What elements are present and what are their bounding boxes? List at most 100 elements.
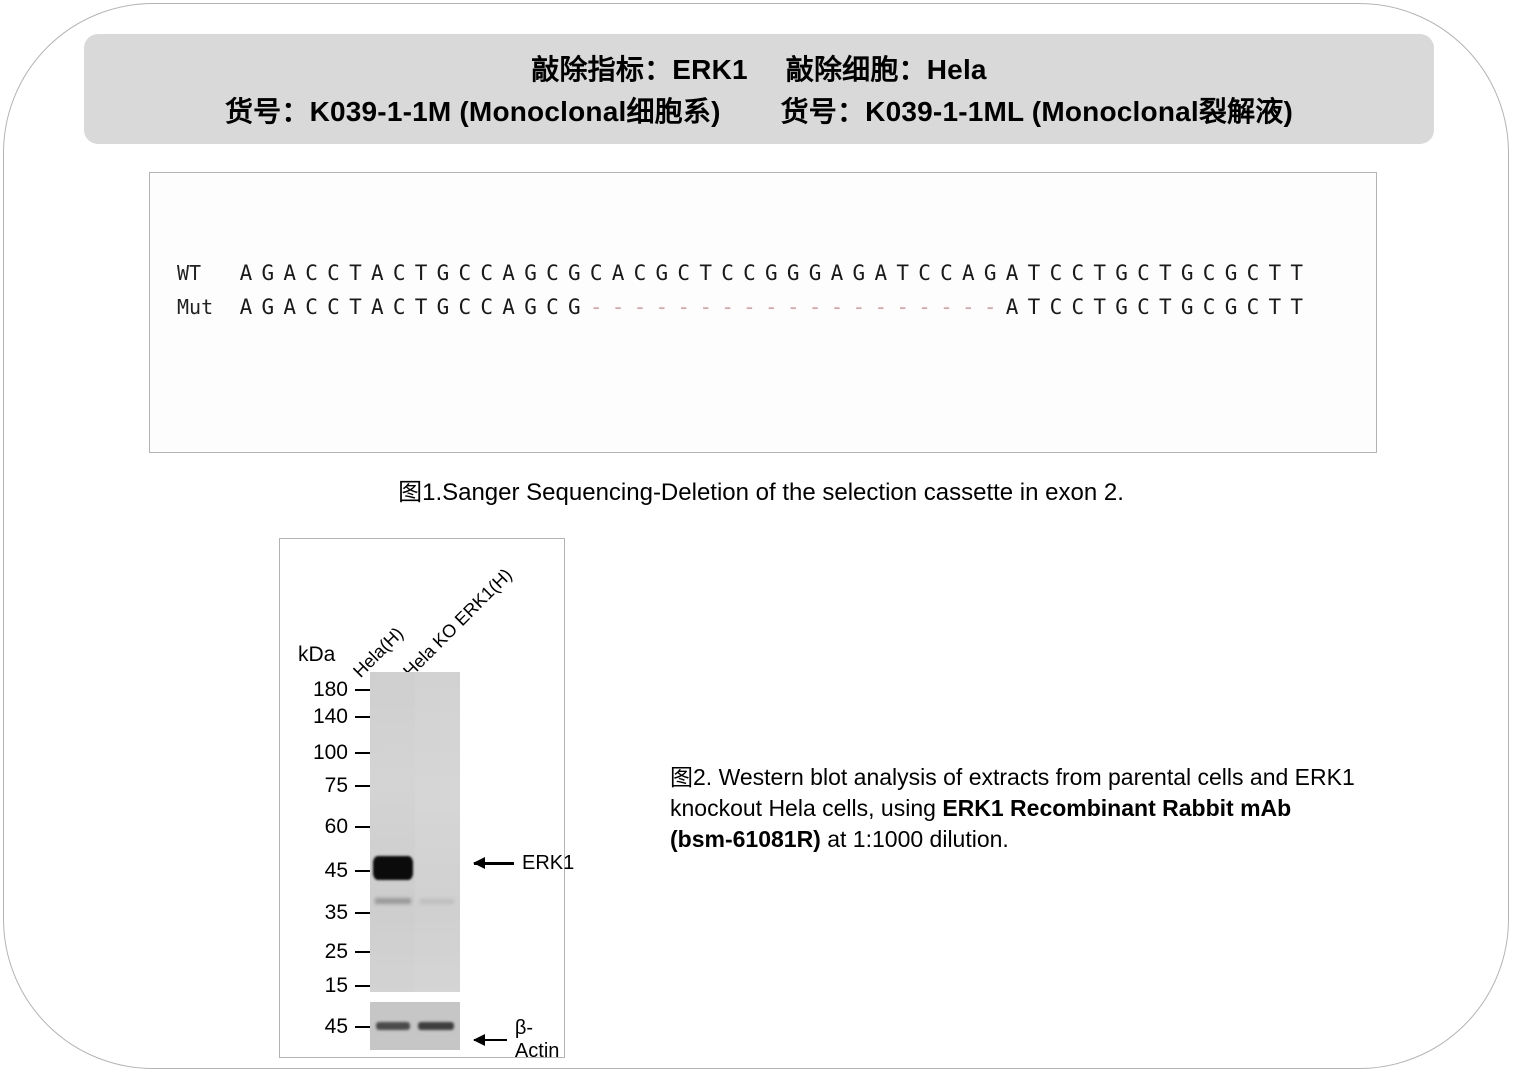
arrow-left-icon bbox=[473, 1032, 507, 1048]
western-blot-panel: Hela(H) Hela KO ERK1(H) kDa 180 140 100 … bbox=[279, 538, 574, 1062]
sequence-base: T bbox=[1268, 295, 1282, 319]
sequence-base: A bbox=[239, 261, 253, 285]
band-nonspecific-hela-ko bbox=[420, 899, 454, 904]
band-erk1-hela bbox=[373, 856, 413, 880]
sequence-base: C bbox=[458, 261, 472, 285]
ladder-mark-75: 75 bbox=[280, 774, 375, 797]
sequence-base: C bbox=[721, 261, 734, 285]
sequence-gap: - bbox=[896, 295, 909, 319]
sequence-base: T bbox=[349, 261, 362, 285]
ladder-dash-icon bbox=[355, 950, 375, 954]
sequence-base: G bbox=[524, 295, 537, 319]
figure-1-caption: 图1.Sanger Sequencing-Deletion of the sel… bbox=[398, 479, 1124, 506]
sequence-gap: - bbox=[983, 295, 997, 319]
sequence-gap: - bbox=[743, 295, 756, 319]
sequence-gap: - bbox=[721, 295, 734, 319]
ladder-mark-140: 140 bbox=[280, 705, 375, 728]
sequence-base: C bbox=[589, 261, 603, 285]
ladder-value: 35 bbox=[324, 901, 348, 924]
ladder-dash-icon bbox=[355, 715, 375, 719]
sequence-base: G bbox=[1115, 261, 1128, 285]
sequence-base: A bbox=[502, 295, 515, 319]
sequence-base: G bbox=[436, 261, 450, 285]
sequence-base: T bbox=[1268, 261, 1282, 285]
sequence-base: C bbox=[1071, 261, 1085, 285]
ladder-value: 45 bbox=[324, 1015, 348, 1038]
sequence-gap: - bbox=[830, 295, 844, 319]
sequence-base: G bbox=[1180, 261, 1194, 285]
sequence-base: G bbox=[261, 261, 275, 285]
knockout-cell-text: 敲除细胞：Hela bbox=[785, 54, 987, 85]
sequence-base: C bbox=[918, 261, 931, 285]
sequence-base: C bbox=[546, 295, 559, 319]
sequence-base: A bbox=[1005, 295, 1019, 319]
sequence-base: G bbox=[1115, 295, 1128, 319]
sequence-gap: - bbox=[874, 295, 888, 319]
sequence-base: G bbox=[567, 295, 581, 319]
sequence-base: C bbox=[327, 295, 340, 319]
gel-lane-hela-ko bbox=[415, 672, 460, 992]
sequence-base: C bbox=[1137, 295, 1150, 319]
sequence-base: G bbox=[655, 261, 669, 285]
ladder-mark-35: 35 bbox=[280, 901, 375, 924]
sequence-base: T bbox=[699, 261, 712, 285]
sequence-base: T bbox=[1159, 295, 1172, 319]
sequence-base: C bbox=[480, 261, 494, 285]
sequence-base: C bbox=[940, 261, 953, 285]
sequence-base: T bbox=[1290, 295, 1304, 319]
sequence-gap: - bbox=[962, 295, 975, 319]
sequence-base: G bbox=[1224, 261, 1238, 285]
ladder-dash-icon bbox=[355, 869, 375, 873]
sequence-base: C bbox=[1202, 261, 1216, 285]
sequence-base: C bbox=[1246, 261, 1260, 285]
sequence-base: C bbox=[677, 261, 691, 285]
sequence-base: T bbox=[1027, 261, 1041, 285]
sequence-base: C bbox=[327, 261, 340, 285]
band-annotation-label: ERK1 bbox=[522, 852, 575, 874]
sequence-gap: - bbox=[589, 295, 603, 319]
ladder-mark-25: 25 bbox=[280, 940, 375, 963]
sequence-gap: - bbox=[633, 295, 647, 319]
sequence-base: T bbox=[1027, 295, 1041, 319]
sequence-base: A bbox=[611, 261, 625, 285]
sequence-gap: - bbox=[852, 295, 866, 319]
sequence-base: G bbox=[261, 295, 275, 319]
kda-unit-label: kDa bbox=[298, 643, 336, 666]
sequence-base: G bbox=[1180, 295, 1194, 319]
figure-2-caption: 图2. Western blot analysis of extracts fr… bbox=[670, 762, 1360, 854]
ladder-dash-icon bbox=[355, 784, 375, 788]
sequence-base: G bbox=[436, 295, 450, 319]
ladder-mark-180: 180 bbox=[280, 678, 375, 701]
ladder-mark-60: 60 bbox=[280, 815, 375, 838]
band-beta-actin-hela bbox=[376, 1022, 410, 1030]
sequence-label-mut: Mut bbox=[177, 295, 214, 319]
sequence-base: A bbox=[370, 295, 384, 319]
sequence-base: G bbox=[786, 261, 800, 285]
sequence-base: A bbox=[830, 261, 844, 285]
ladder-mark-actin-45: 45 bbox=[280, 1015, 375, 1038]
sequence-gap: - bbox=[764, 295, 778, 319]
sequence-base: C bbox=[743, 261, 756, 285]
sequence-base: C bbox=[392, 295, 406, 319]
sequence-base: T bbox=[349, 295, 362, 319]
figure-2-caption-part2: at 1:1000 dilution. bbox=[820, 825, 1009, 852]
gel-image-erk1 bbox=[370, 672, 460, 992]
knockout-target-text: 敲除指标：ERK1 bbox=[531, 54, 748, 85]
sequence-base: C bbox=[392, 261, 406, 285]
ladder-value: 15 bbox=[324, 974, 348, 997]
sequence-base: A bbox=[962, 261, 975, 285]
sequence-base: G bbox=[764, 261, 778, 285]
ladder-value: 75 bbox=[324, 774, 348, 797]
sequence-base: C bbox=[1137, 261, 1150, 285]
header-banner: 敲除指标：ERK1 敲除细胞：Hela 货号：K039-1-1M (Monocl… bbox=[84, 34, 1434, 144]
catalog-number-lysate: 货号：K039-1-1ML (Monoclonal裂解液) bbox=[780, 96, 1294, 127]
sequence-base: G bbox=[567, 261, 581, 285]
figure-2-caption-antibody: ERK1 Recombinant Rabbit mAb (bsm-61081R) bbox=[670, 794, 1292, 852]
catalog-number-cellline: 货号：K039-1-1M (Monoclonal细胞系) bbox=[224, 96, 721, 127]
sequence-base: T bbox=[1093, 261, 1106, 285]
sequence-label-wt: WT bbox=[177, 261, 202, 285]
